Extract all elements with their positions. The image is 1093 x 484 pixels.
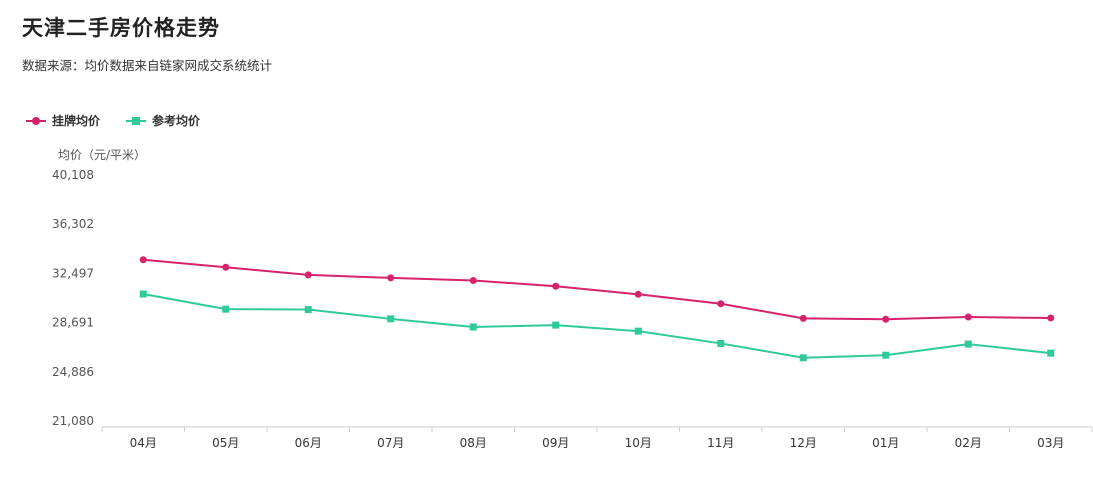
data-point-listing[interactable] xyxy=(387,274,395,282)
data-point-reference[interactable] xyxy=(634,327,642,335)
data-point-listing[interactable] xyxy=(799,314,807,322)
x-tick-label: 09月 xyxy=(542,436,569,450)
data-point-reference[interactable] xyxy=(139,290,147,298)
series-line-listing xyxy=(143,258,1051,321)
data-point-reference[interactable] xyxy=(799,354,807,362)
y-tick-label: 28,691 xyxy=(52,316,94,330)
data-point-reference[interactable] xyxy=(222,305,230,313)
data-point-reference[interactable] xyxy=(882,351,890,359)
y-tick-label: 40,108 xyxy=(52,168,94,182)
x-tick-label: 04月 xyxy=(130,436,157,450)
legend-item-reference[interactable]: 参考均价 xyxy=(126,112,200,129)
data-point-listing[interactable] xyxy=(552,282,560,290)
x-tick-label: 06月 xyxy=(295,436,322,450)
data-point-reference[interactable] xyxy=(1047,349,1055,357)
legend-label-reference: 参考均价 xyxy=(152,114,201,128)
data-point-listing[interactable] xyxy=(717,300,725,308)
y-axis-label: 均价（元/平米） xyxy=(58,148,146,162)
series-line-reference xyxy=(143,293,1051,359)
y-tick-label: 24,886 xyxy=(52,365,94,379)
data-point-listing[interactable] xyxy=(882,315,890,323)
data-point-listing[interactable] xyxy=(222,263,230,271)
x-axis: 04月 05月 06月 07月 08月 09月 10月 11月 12月 01月 02月 03月 xyxy=(101,426,1093,450)
x-tick-label: 11月 xyxy=(707,436,734,450)
x-tick-label: 01月 xyxy=(872,436,899,450)
chart-title: 天津二手房价格走势 xyxy=(22,16,220,40)
data-point-reference[interactable] xyxy=(387,315,395,323)
data-point-listing[interactable] xyxy=(1047,314,1055,322)
data-point-reference[interactable] xyxy=(717,339,725,347)
x-tick-label: 12月 xyxy=(790,436,817,450)
data-point-reference[interactable] xyxy=(552,321,560,329)
legend-circle-marker-icon xyxy=(26,116,46,125)
data-point-listing[interactable] xyxy=(964,313,972,321)
chart-subtitle: 数据来源：均价数据来自链家网成交系统统计 xyxy=(22,58,273,73)
data-point-listing[interactable] xyxy=(469,276,477,284)
data-point-reference[interactable] xyxy=(964,340,972,348)
chart-legend: 挂牌均价 参考均价 xyxy=(26,112,200,129)
y-tick-label: 21,080 xyxy=(52,414,94,428)
data-point-listing[interactable] xyxy=(634,290,642,298)
data-point-reference[interactable] xyxy=(304,306,312,314)
series-markers xyxy=(139,256,1055,362)
data-point-listing[interactable] xyxy=(139,256,147,264)
y-axis-ticks: 21,080 24,886 28,691 32,497 36,302 40,108 xyxy=(52,168,94,428)
legend-item-listing[interactable]: 挂牌均价 xyxy=(26,112,100,129)
series-lines xyxy=(143,258,1051,359)
x-tick-label: 07月 xyxy=(377,436,404,450)
y-tick-label: 32,497 xyxy=(52,266,94,280)
x-tick-label: 10月 xyxy=(625,436,652,450)
x-tick-label: 02月 xyxy=(955,436,982,450)
legend-label-listing: 挂牌均价 xyxy=(52,114,101,128)
x-tick-label: 05月 xyxy=(212,436,239,450)
legend-square-marker-icon xyxy=(126,116,147,125)
data-point-reference[interactable] xyxy=(469,323,477,331)
x-tick-label: 08月 xyxy=(460,436,487,450)
data-point-listing[interactable] xyxy=(304,271,312,279)
x-tick-label: 03月 xyxy=(1037,436,1064,450)
y-tick-label: 36,302 xyxy=(52,217,94,231)
